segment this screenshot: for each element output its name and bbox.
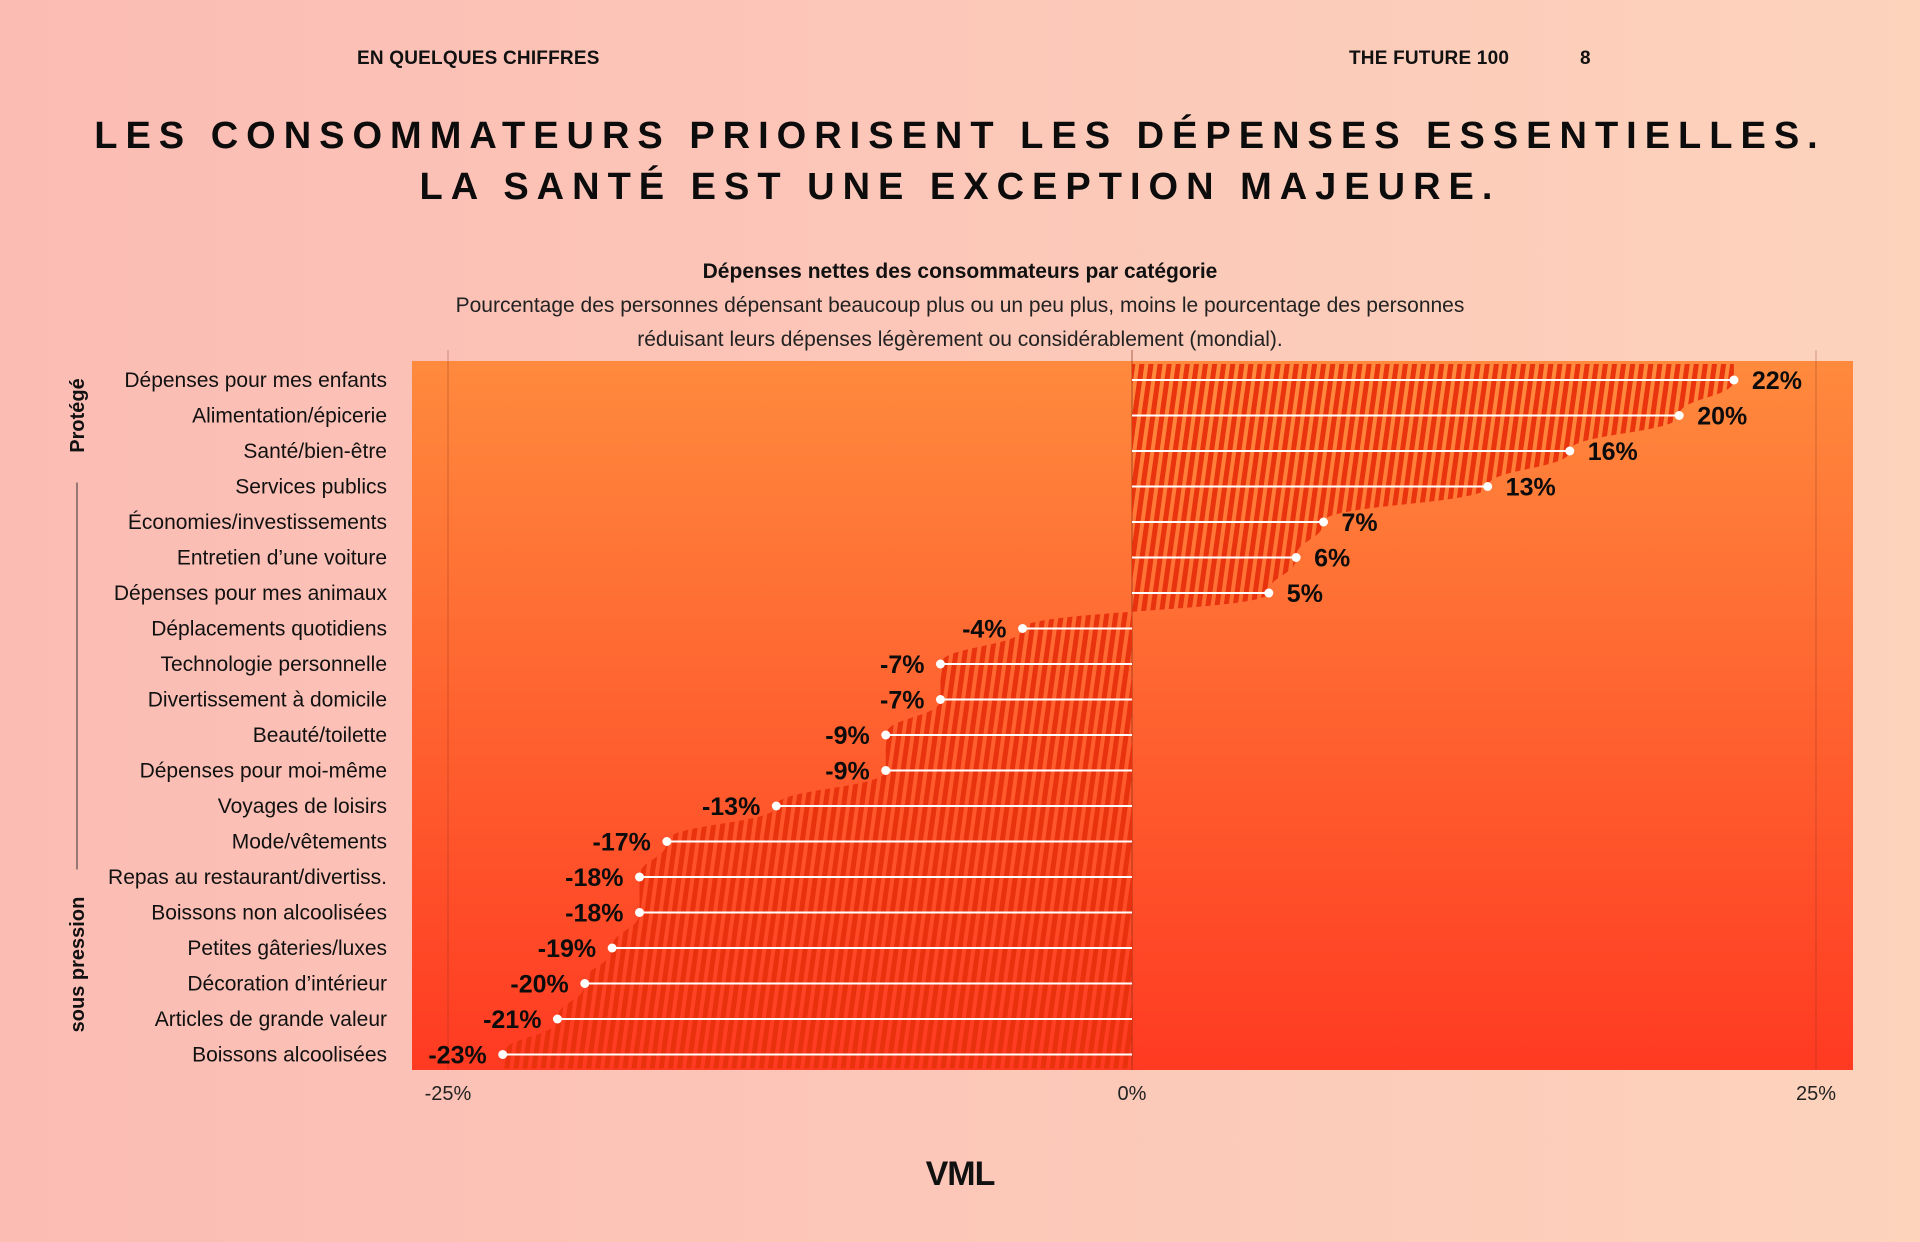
value-label: -20% <box>510 971 568 999</box>
value-label: -23% <box>428 1042 486 1070</box>
category-label: Repas au restaurant/divertiss. <box>108 866 387 889</box>
value-label: -18% <box>565 864 623 892</box>
category-label: Mode/vêtements <box>232 831 387 854</box>
category-label: Boissons non alcoolisées <box>151 902 387 925</box>
category-label: Alimentation/épicerie <box>192 405 387 428</box>
category-label: Économies/investissements <box>128 511 387 534</box>
value-label: -18% <box>565 900 623 928</box>
value-point <box>1018 624 1028 633</box>
value-label: 16% <box>1588 438 1638 466</box>
value-area <box>502 364 1734 1069</box>
value-point <box>1729 375 1739 385</box>
page-number: 8 <box>1580 48 1591 69</box>
category-label: Beauté/toilette <box>253 724 387 747</box>
category-label: Petites gâteries/luxes <box>187 937 387 960</box>
value-point <box>935 659 945 669</box>
value-point <box>1483 482 1493 491</box>
category-label: Technologie personnelle <box>161 653 388 676</box>
value-label: 13% <box>1506 474 1556 502</box>
value-point <box>635 872 645 882</box>
value-label: 20% <box>1697 403 1747 431</box>
value-point <box>1319 517 1329 527</box>
category-label: Dépenses pour mes enfants <box>124 369 387 392</box>
value-label: -21% <box>483 1006 541 1034</box>
value-label: 22% <box>1752 367 1802 395</box>
x-tick-label: 25% <box>1796 1083 1836 1105</box>
value-label: -17% <box>593 829 651 857</box>
value-label: 7% <box>1342 509 1378 537</box>
group-label: sous pression <box>67 897 89 1033</box>
value-point <box>771 801 781 811</box>
category-label: Décoration d’intérieur <box>187 973 387 996</box>
category-label: Boissons alcoolisées <box>192 1044 387 1067</box>
category-label: Santé/bien-être <box>243 440 387 463</box>
value-point <box>498 1050 508 1059</box>
chart-description-line-2: réduisant leurs dépenses légèrement ou c… <box>637 328 1283 351</box>
value-label: -9% <box>825 722 869 750</box>
value-point <box>881 766 891 775</box>
page-title-line-1: LES CONSOMMATEURS PRIORISENT LES DÉPENSE… <box>94 115 1826 157</box>
value-point <box>935 695 945 704</box>
page-title-line-2: LA SANTÉ EST UNE EXCEPTION MAJEURE. <box>419 166 1501 208</box>
value-point <box>662 837 672 846</box>
chart-title: Dépenses nettes des consommateurs par ca… <box>702 260 1218 283</box>
value-label: -19% <box>538 935 596 963</box>
value-point <box>635 908 645 917</box>
x-tick-label: -25% <box>425 1083 472 1105</box>
value-label: -13% <box>702 793 760 821</box>
value-label: -9% <box>825 758 869 786</box>
category-label: Dépenses pour mes animaux <box>114 582 388 605</box>
vml-logo: VML <box>925 1155 996 1193</box>
value-point <box>580 979 590 988</box>
value-label: -4% <box>962 616 1006 644</box>
category-label: Divertissement à domicile <box>148 689 387 712</box>
value-label: 5% <box>1287 580 1323 608</box>
category-label: Articles de grande valeur <box>155 1008 387 1031</box>
x-tick-label: 0% <box>1118 1083 1147 1105</box>
section-label: EN QUELQUES CHIFFRES <box>357 48 600 69</box>
category-label: Déplacements quotidiens <box>151 618 387 641</box>
publication-label: THE FUTURE 100 <box>1349 48 1510 69</box>
value-point <box>1264 588 1274 598</box>
value-point <box>552 1014 562 1024</box>
value-point <box>1674 411 1684 420</box>
chart-description-line-1: Pourcentage des personnes dépensant beau… <box>455 294 1465 317</box>
category-label: Voyages de loisirs <box>218 795 387 818</box>
value-point <box>1565 446 1575 456</box>
category-label: Services publics <box>235 476 387 499</box>
value-label: -7% <box>880 687 924 715</box>
value-label: 6% <box>1314 545 1350 573</box>
category-label: Dépenses pour moi-même <box>140 760 387 783</box>
value-point <box>881 730 891 740</box>
value-point <box>1291 553 1301 562</box>
value-point <box>607 943 617 953</box>
group-label: Protégé <box>67 378 89 452</box>
category-label: Entretien d’une voiture <box>177 547 387 570</box>
value-label: -7% <box>880 651 924 679</box>
